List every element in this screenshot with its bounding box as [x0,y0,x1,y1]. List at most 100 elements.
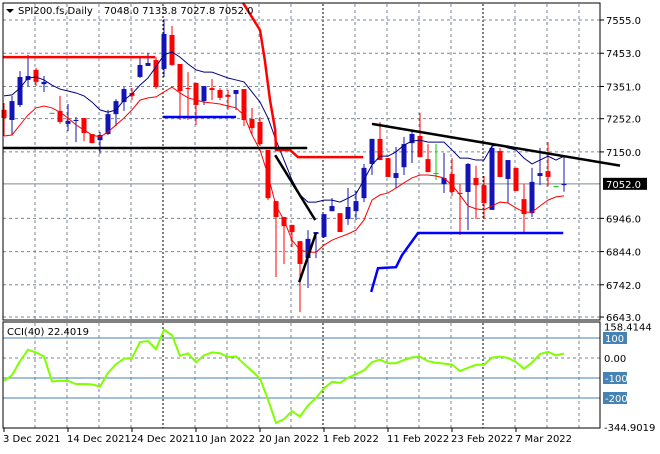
candle-body [241,89,247,120]
candle-body [425,159,431,173]
candle-body [305,238,311,259]
candle-body [137,64,143,77]
candle-body [497,150,503,177]
candle-body [297,241,303,264]
y-tick-label: 6742.0 [606,281,641,292]
y-tick-label: 7150.0 [606,148,641,159]
cci-level-badge [603,372,627,384]
candle-body [177,63,183,92]
candle-body [41,81,47,85]
candle-body [105,114,111,134]
current-price-badge [603,177,647,190]
main-pane-border [2,2,601,321]
x-tick-label: 14 Dec 2021 [67,434,131,445]
x-tick-label: 23 Feb 2022 [451,434,513,445]
candle-body [201,86,207,102]
lower-band-line [3,86,565,253]
candle-body [529,181,535,214]
collapse-triangle-icon[interactable] [6,9,14,13]
candle-body [345,206,351,220]
candle-body [193,82,199,106]
y-tick-label: 7351.0 [606,82,641,93]
candle-body [337,213,343,233]
candle-body [73,119,79,121]
axes: 7555.0 7453.0 7351.0 7252.0 7150.0 6946.0 6844… [3,16,655,445]
chart-title: SPI200.fs,Daily [18,6,93,17]
candle-body [417,135,423,158]
current-price-label: 7052.0 [606,180,641,191]
candle-body [145,62,151,66]
candle-body [289,224,295,233]
candle-body [1,109,7,119]
candle-body [441,177,447,185]
y-tick-label: 6946.0 [606,214,641,225]
candle-body [57,110,63,122]
candle-body [225,94,231,97]
x-tick-label: 7 Mar 2022 [515,434,572,445]
candle-body [121,89,127,103]
candle-body [65,120,71,124]
cci-title: CCI(40) 22.4019 [7,327,89,338]
candle-body [393,173,399,178]
cci-tick-label: -344.9019 [604,423,655,434]
candle-body [353,201,359,212]
candle-body [185,88,191,90]
candle-body [465,163,471,192]
candle-body [505,160,511,179]
x-tick-label: 3 Dec 2021 [3,434,61,445]
candle-body [209,88,215,91]
candle-body [9,101,15,120]
trendline-line [274,154,317,221]
candles [1,19,567,313]
candle-body [273,201,279,218]
trendline-line [371,122,621,167]
drawn-lines[interactable] [3,2,621,293]
candle-body [457,192,463,194]
trendline-line [298,232,318,283]
candle-body [433,173,439,175]
x-tick-label: 1 Feb 2022 [323,434,379,445]
candle-body [281,217,287,227]
y-tick-label: 6844.0 [606,248,641,259]
candle-body [249,119,255,129]
candle-body [377,138,383,161]
cci-tick-label: 158.4144 [604,322,652,333]
candle-body [257,121,263,145]
candle-body [401,144,407,168]
candle-body [521,199,527,215]
resistance-line [242,2,364,159]
candle-body [153,60,159,88]
candle-body [553,186,559,188]
candle-body [537,173,543,177]
candle-body [369,138,375,164]
candle-body [113,101,119,115]
moving-average-line [3,51,565,203]
candle-body [81,118,87,134]
candle-body [233,90,239,94]
cci-level-badge [603,392,627,404]
y-tick-label: 7252.0 [606,115,641,126]
candle-body [161,34,167,69]
cci-level-badge [603,332,627,344]
cci-tick-label: -200 [605,394,628,405]
candle-body [329,205,335,212]
candle-body [321,214,327,237]
cci-tick-label: 0.00 [604,354,626,365]
x-tick-label: 10 Jan 2022 [195,434,255,445]
x-tick-label: 11 Feb 2022 [387,434,449,445]
candle-body [49,112,55,114]
cci-grid [3,323,600,428]
candle-body [217,90,223,98]
y-tick-label: 7453.0 [606,49,641,60]
candle-body [17,76,23,106]
ohlc-readout: 7048.0 7133.8 7027.8 7052.0 [104,6,254,17]
candle-body [473,177,479,186]
candle-body [545,171,551,177]
candle-body [513,167,519,191]
cci-tick-label: -100 [605,374,628,385]
candle-body [33,69,39,82]
indicator-lines [3,51,565,253]
cci-plot [3,328,565,425]
cci-line [3,328,565,425]
